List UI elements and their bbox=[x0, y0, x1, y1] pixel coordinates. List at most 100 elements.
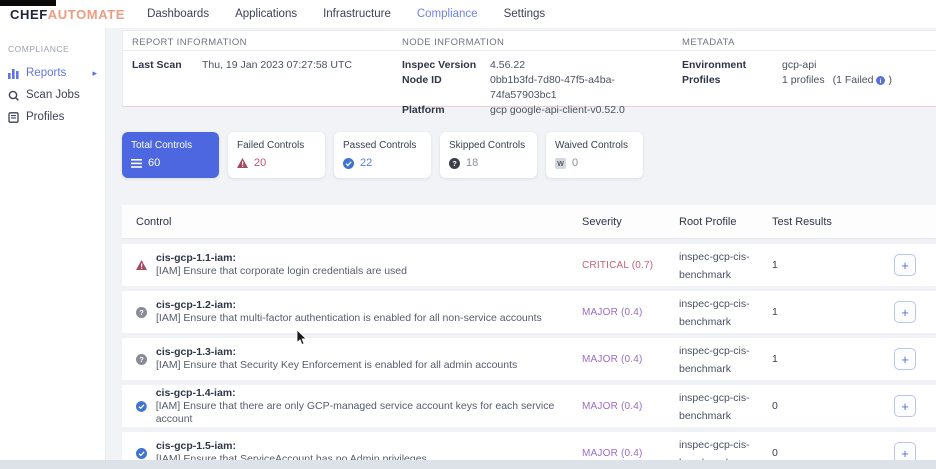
column-header-test-results: Test Results bbox=[772, 215, 832, 228]
passed-controls-label: Passed Controls bbox=[343, 140, 417, 151]
node-id-label: Node ID bbox=[402, 74, 442, 86]
screen-recording-artifact bbox=[0, 0, 56, 6]
chef-automate-logo[interactable]: CHEF AUTOMATE bbox=[10, 7, 125, 22]
sidebar-item-reports[interactable]: Reports ▸ bbox=[0, 62, 105, 84]
info-panel-body: Last Scan Thu, 19 Jan 2023 07:27:58 UTC … bbox=[123, 51, 936, 118]
list-icon bbox=[131, 158, 142, 168]
control-stat-cards: Total Controls 60 Failed Controls bbox=[122, 132, 936, 178]
sidebar-item-label: Scan Jobs bbox=[26, 89, 80, 101]
skipped-icon: ? bbox=[136, 306, 147, 318]
sidebar-item-scan-jobs[interactable]: Scan Jobs bbox=[0, 84, 105, 106]
last-scan-value: Thu, 19 Jan 2023 07:27:58 UTC bbox=[202, 59, 353, 71]
svg-text:?: ? bbox=[452, 159, 457, 168]
svg-text:i: i bbox=[880, 78, 882, 85]
root-profile-value: inspec-gcp-cis-benchmark bbox=[679, 392, 750, 422]
top-nav-bar: CHEF AUTOMATE Dashboards Applications Inf… bbox=[0, 0, 936, 28]
root-profile-value: inspec-gcp-cis-benchmark bbox=[679, 345, 750, 375]
environment-label: Environment bbox=[682, 59, 747, 71]
expand-row-button[interactable]: + bbox=[894, 301, 916, 323]
waived-controls-card[interactable]: Waived Controls W 0 bbox=[546, 132, 643, 178]
failed-controls-label: Failed Controls bbox=[237, 140, 305, 151]
control-description: [IAM] Ensure that Security Key Enforceme… bbox=[156, 359, 518, 371]
severity-value: MAJOR (0.4) bbox=[582, 447, 643, 459]
skipped-controls-label: Skipped Controls bbox=[449, 140, 526, 151]
failed-controls-value: 20 bbox=[254, 157, 267, 169]
profiles-count: 1 profiles bbox=[782, 74, 825, 86]
table-row[interactable]: cis-gcp-1.4-iam: [IAM] Ensure that there… bbox=[122, 385, 936, 427]
test-results-value: 1 bbox=[772, 306, 778, 318]
inspec-version-value: 4.56.22 bbox=[490, 59, 526, 71]
total-controls-label: Total Controls bbox=[131, 140, 193, 151]
severity-value: MAJOR (0.4) bbox=[582, 400, 643, 412]
table-row[interactable]: cis-gcp-1.1-iam: [IAM] Ensure that corpo… bbox=[122, 244, 936, 286]
test-results-value: 1 bbox=[772, 259, 778, 271]
main-nav: Dashboards Applications Infrastructure C… bbox=[147, 8, 545, 20]
bottom-edge-strip bbox=[0, 460, 936, 469]
passed-icon bbox=[136, 447, 147, 459]
profiles-failed-text: (1 Failed bbox=[832, 74, 874, 86]
passed-icon bbox=[136, 400, 147, 412]
question-circle-icon: ? bbox=[449, 157, 460, 169]
sidebar-item-label: Profiles bbox=[26, 111, 65, 123]
nav-item-applications[interactable]: Applications bbox=[235, 8, 298, 20]
skipped-icon: ? bbox=[136, 353, 147, 365]
waived-badge-icon: W bbox=[555, 157, 566, 169]
control-description: [IAM] Ensure that multi-factor authentic… bbox=[156, 312, 542, 324]
svg-text:W: W bbox=[557, 161, 564, 168]
metadata-title: METADATA bbox=[682, 36, 735, 48]
svg-text:?: ? bbox=[139, 355, 144, 364]
controls-table: Control Severity Root Profile Test Resul… bbox=[122, 205, 936, 469]
metadata-section: Environment gcp-api Profiles 1 profiles … bbox=[673, 58, 936, 118]
logo-chef-text: CHEF bbox=[10, 6, 48, 22]
control-id: cis-gcp-1.4-iam: bbox=[155, 386, 236, 399]
nav-item-dashboards[interactable]: Dashboards bbox=[147, 8, 210, 20]
column-header-control: Control bbox=[136, 215, 172, 228]
sidebar: COMPLIANCE Reports ▸ Scan Jobs Profil bbox=[0, 28, 106, 469]
svg-text:?: ? bbox=[139, 308, 144, 317]
node-id-value: 0bb1b3fd-7d80-47f5-a4ba-74fa57903bc1 bbox=[490, 74, 615, 101]
node-information-title: NODE INFORMATION bbox=[402, 36, 505, 48]
inspec-version-label: Inspec Version bbox=[402, 59, 477, 71]
severity-value: MAJOR (0.4) bbox=[582, 353, 643, 365]
total-controls-value: 60 bbox=[148, 157, 161, 169]
table-row[interactable]: ? cis-gcp-1.2-iam: [IAM] Ensure that mul… bbox=[122, 291, 936, 333]
last-scan-label: Last Scan bbox=[132, 59, 182, 71]
platform-label: Platform bbox=[402, 104, 445, 116]
chevron-right-icon: ▸ bbox=[92, 67, 97, 78]
profiles-failed-suffix: ) bbox=[888, 74, 892, 86]
waived-controls-value: 0 bbox=[572, 157, 579, 169]
test-results-value: 0 bbox=[772, 447, 778, 459]
skipped-controls-card[interactable]: Skipped Controls ? 18 bbox=[440, 132, 537, 178]
passed-controls-card[interactable]: Passed Controls 22 bbox=[334, 132, 431, 178]
total-controls-card[interactable]: Total Controls 60 bbox=[122, 132, 219, 178]
control-id: cis-gcp-1.5-iam: bbox=[156, 440, 236, 452]
expand-row-button[interactable]: + bbox=[894, 254, 916, 276]
column-header-severity: Severity bbox=[582, 215, 622, 228]
test-results-value: 1 bbox=[772, 353, 778, 365]
nav-item-settings[interactable]: Settings bbox=[503, 8, 546, 20]
sidebar-item-label: Reports bbox=[26, 67, 67, 79]
table-row[interactable]: ? cis-gcp-1.3-iam: [IAM] Ensure that Sec… bbox=[122, 338, 936, 380]
control-description: [IAM] Ensure that corporate login creden… bbox=[156, 265, 407, 277]
platform-value: gcp google-api-client-v0.52.0 bbox=[490, 104, 625, 116]
skipped-controls-value: 18 bbox=[466, 157, 479, 169]
report-information-section: Last Scan Thu, 19 Jan 2023 07:27:58 UTC bbox=[123, 58, 393, 118]
expand-row-button[interactable]: + bbox=[894, 348, 916, 370]
report-information-title: REPORT INFORMATION bbox=[132, 36, 247, 48]
expand-row-button[interactable]: + bbox=[894, 395, 916, 417]
sidebar-item-profiles[interactable]: Profiles bbox=[0, 106, 105, 128]
warning-triangle-icon bbox=[237, 158, 248, 168]
info-panel-headers: REPORT INFORMATION NODE INFORMATION META… bbox=[123, 31, 936, 51]
passed-controls-value: 22 bbox=[360, 157, 373, 169]
environment-value: gcp-api bbox=[782, 59, 817, 71]
profiles-label: Profiles bbox=[682, 74, 721, 86]
root-profile-value: inspec-gcp-cis-benchmark bbox=[679, 251, 750, 281]
severity-value: MAJOR (0.4) bbox=[582, 306, 643, 318]
nav-item-infrastructure[interactable]: Infrastructure bbox=[323, 8, 391, 20]
failed-icon bbox=[136, 260, 147, 270]
root-profile-value: inspec-gcp-cis-benchmark bbox=[679, 298, 750, 328]
profiles-icon bbox=[8, 111, 19, 123]
failed-controls-card[interactable]: Failed Controls 20 bbox=[228, 132, 325, 178]
nav-item-compliance[interactable]: Compliance bbox=[416, 8, 478, 20]
info-icon[interactable]: i bbox=[876, 76, 886, 85]
